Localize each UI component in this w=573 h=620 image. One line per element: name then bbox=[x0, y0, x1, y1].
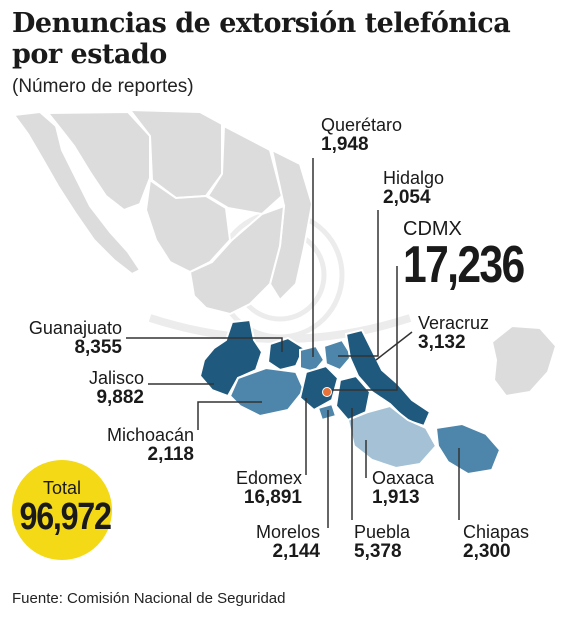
state-morelos bbox=[316, 402, 338, 422]
leader-cdmx bbox=[332, 266, 398, 391]
state-name: Chiapas bbox=[463, 522, 530, 542]
state-name: Hidalgo bbox=[383, 168, 445, 188]
label-chiapas: Chiapas 2,300 bbox=[463, 522, 529, 562]
state-name: Puebla bbox=[354, 522, 411, 542]
yucatan-peninsula bbox=[490, 324, 558, 398]
state-edomex bbox=[298, 364, 340, 412]
state-value: 1,913 bbox=[372, 487, 420, 508]
label-puebla: Puebla 5,378 bbox=[354, 522, 410, 562]
state-value: 17,236 bbox=[403, 236, 525, 294]
page-title: Denuncias de extorsión telefónica por es… bbox=[12, 8, 511, 70]
total-badge: Total 96,972 bbox=[12, 460, 112, 560]
state-value: 2,300 bbox=[463, 541, 511, 562]
page-subtitle: (Número de reportes) bbox=[12, 76, 194, 97]
state-name: Querétaro bbox=[321, 115, 403, 135]
label-queretaro: Querétaro 1,948 bbox=[321, 115, 402, 155]
highlighted-states bbox=[198, 318, 502, 476]
state-value: 8,355 bbox=[74, 337, 122, 358]
state-name: Morelos bbox=[255, 522, 320, 542]
label-oaxaca: Oaxaca 1,913 bbox=[372, 468, 434, 508]
label-michoacan: Michoacán 2,118 bbox=[84, 425, 194, 465]
leader-lines bbox=[126, 158, 460, 528]
state-value: 1,948 bbox=[321, 134, 369, 155]
state-value: 3,132 bbox=[418, 332, 466, 353]
label-guanajuato: Guanajuato 8,355 bbox=[12, 318, 122, 358]
state-cdmx bbox=[322, 387, 332, 397]
state-name: Michoacán bbox=[106, 425, 194, 445]
label-edomex: Edomex 16,891 bbox=[210, 468, 302, 508]
state-michoacan bbox=[228, 366, 306, 418]
state-value: 16,891 bbox=[243, 487, 302, 508]
state-value: 5,378 bbox=[354, 541, 402, 562]
state-name: Oaxaca bbox=[372, 468, 435, 488]
leader-hidalgo bbox=[338, 210, 379, 357]
state-value: 9,882 bbox=[96, 387, 144, 408]
leader-michoacan bbox=[197, 401, 262, 430]
state-name: Jalisco bbox=[88, 368, 144, 388]
state-name: Veracruz bbox=[418, 313, 490, 333]
leader-guanajuato bbox=[126, 337, 283, 352]
state-name: Guanajuato bbox=[28, 318, 122, 338]
label-veracruz: Veracruz 3,132 bbox=[418, 313, 489, 353]
state-veracruz bbox=[344, 328, 432, 428]
base-map bbox=[12, 108, 558, 398]
label-hidalgo: Hidalgo 2,054 bbox=[383, 168, 444, 208]
state-value: 2,144 bbox=[272, 541, 320, 562]
coahuila bbox=[206, 124, 284, 216]
state-name: CDMX bbox=[403, 218, 462, 240]
label-jalisco: Jalisco 9,882 bbox=[40, 368, 144, 408]
state-value: 2,054 bbox=[383, 187, 431, 208]
state-name: Edomex bbox=[235, 468, 302, 488]
total-value: 96,972 bbox=[19, 496, 112, 538]
label-cdmx: CDMX 17,236 bbox=[403, 218, 550, 294]
leader-veracruz bbox=[375, 331, 413, 361]
baja-california bbox=[12, 110, 142, 276]
state-guanajuato bbox=[266, 336, 306, 372]
total-label: Total bbox=[42, 478, 82, 498]
source-note: Fuente: Comisión Nacional de Seguridad bbox=[12, 590, 286, 607]
state-hidalgo bbox=[322, 338, 354, 372]
state-value: 2,118 bbox=[147, 444, 195, 465]
zacatecas-slp-nayarit bbox=[188, 204, 286, 316]
state-jalisco bbox=[198, 318, 264, 398]
state-chiapas bbox=[434, 422, 502, 476]
label-morelos: Morelos 2,144 bbox=[210, 522, 320, 562]
